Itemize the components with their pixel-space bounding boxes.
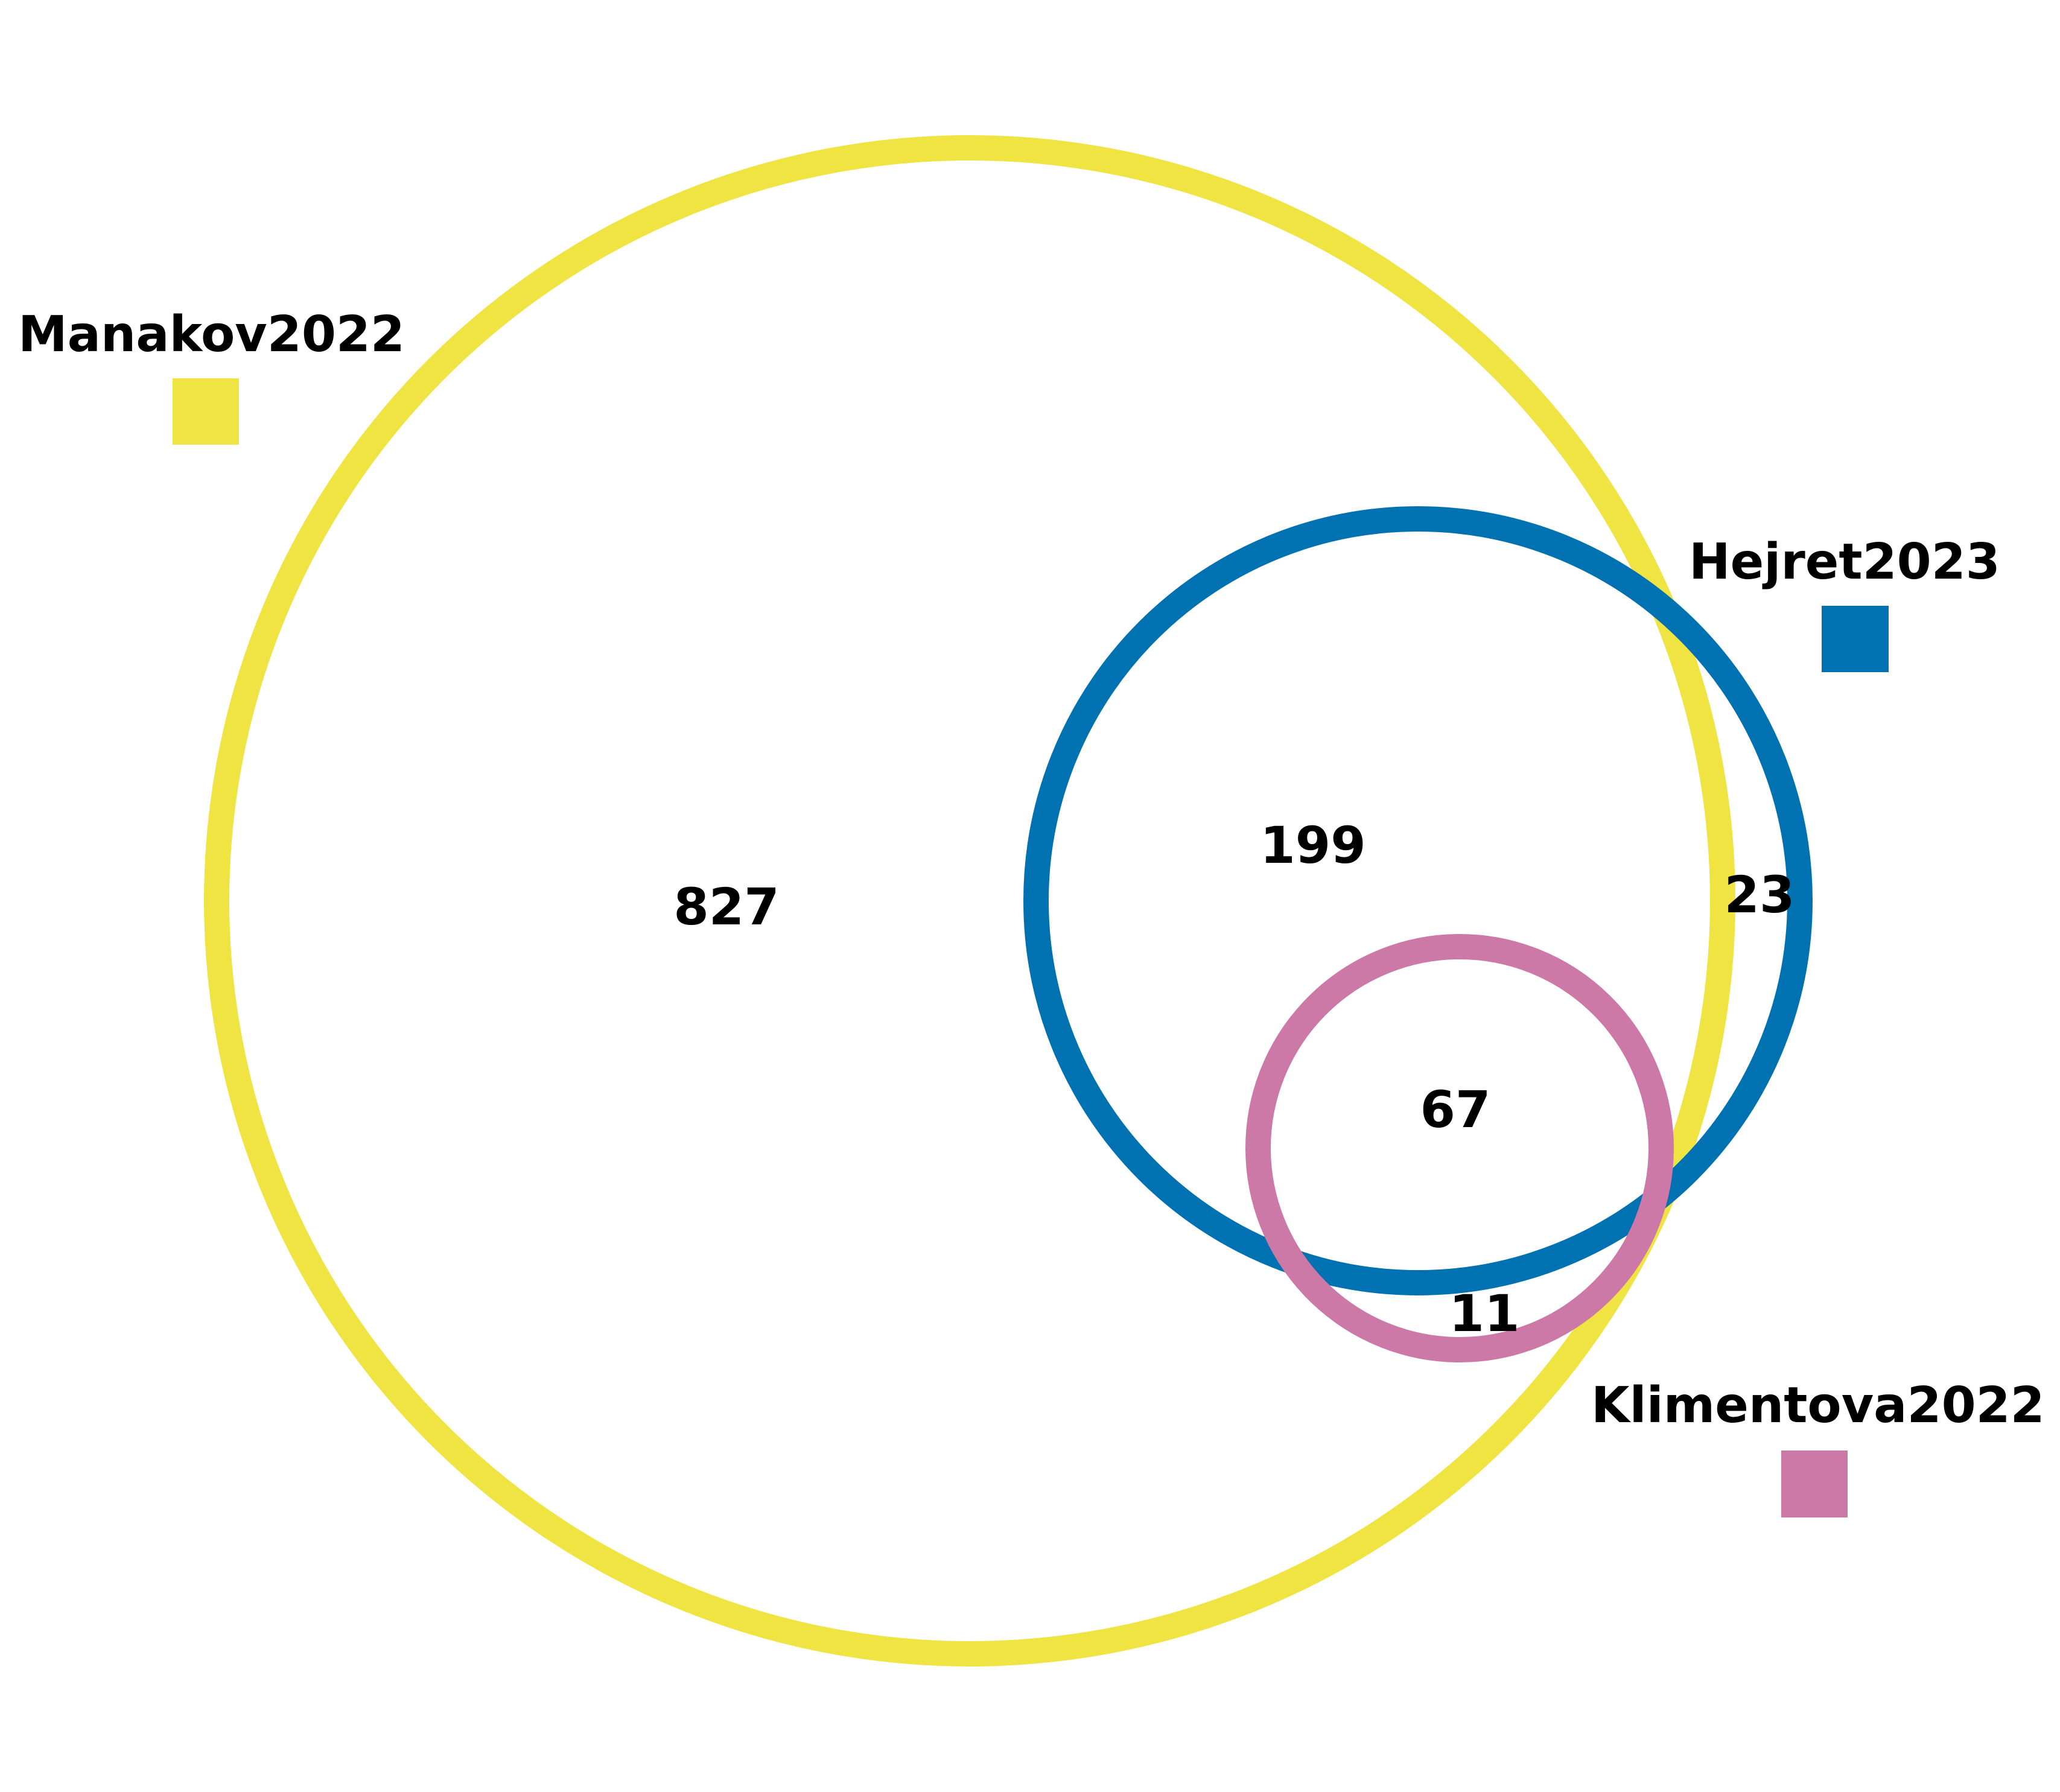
hejret-legend-swatch — [1822, 606, 1889, 672]
manakov-legend-label: Manakov2022 — [18, 306, 405, 363]
klimentova-circle — [1245, 934, 1674, 1362]
manakov-circle — [204, 135, 1735, 1666]
manakov-legend-swatch — [173, 378, 239, 445]
region-count-manakov-klimentova: 11 — [1449, 1284, 1520, 1343]
hejret-legend-label: Hejret2023 — [1689, 533, 2000, 591]
hejret-circle — [1023, 506, 1813, 1295]
region-count-manakov-hejret: 199 — [1260, 816, 1365, 875]
region-count-manakov-only: 827 — [673, 877, 779, 936]
klimentova-legend-swatch — [1781, 1450, 1848, 1517]
region-count-hejret-only: 23 — [1725, 865, 1795, 924]
region-count-all-three: 67 — [1420, 1080, 1491, 1139]
klimentova-legend-label: Klimentova2022 — [1591, 1377, 2045, 1434]
